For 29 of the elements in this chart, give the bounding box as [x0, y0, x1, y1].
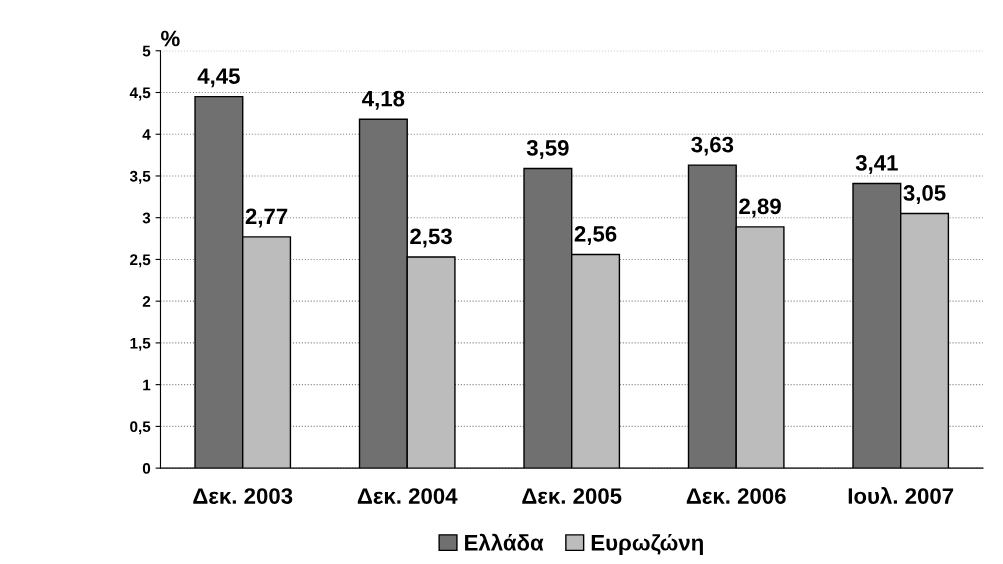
data-label: 3,05	[903, 185, 946, 205]
y-tick-label: 3,5	[129, 170, 151, 184]
data-label: 3,59	[526, 139, 569, 159]
x-tick-label: Δεκ. 2004	[357, 488, 458, 504]
y-tick-label: 1	[143, 379, 151, 391]
data-label: 2,77	[245, 208, 288, 228]
x-tick-label: Ιουλ. 2007	[848, 486, 954, 504]
x-tick-label: Δεκ. 2003	[193, 488, 293, 504]
y-tick-label: 1,5	[130, 337, 151, 351]
legend-label: Ευρωζώνη	[591, 534, 703, 556]
data-label: 2,56	[574, 225, 617, 245]
data-label: 3,63	[691, 136, 734, 156]
legend-label: Ελλάδα	[465, 533, 544, 551]
data-label: 2,53	[410, 228, 452, 248]
x-tick-label: Δεκ. 2005	[522, 488, 622, 504]
y-tick-label: 0,5	[130, 421, 151, 435]
y-tick-label: 4	[142, 129, 151, 140]
y-tick-label: 2,5	[130, 254, 151, 268]
y-tick-label: 4,5	[129, 87, 151, 101]
x-tick-label: Δεκ. 2006	[686, 488, 786, 504]
y-tick-label: 3	[142, 212, 151, 224]
y-axis-title: %	[161, 30, 180, 47]
data-label: 3,41	[855, 155, 898, 174]
y-tick-label: 0	[142, 462, 151, 474]
y-tick-label: 2	[142, 296, 151, 307]
y-tick-label: 5	[142, 45, 151, 57]
data-label: 2,89	[739, 198, 781, 218]
data-label: 4,45	[197, 68, 240, 88]
data-label: 4,18	[362, 90, 405, 110]
